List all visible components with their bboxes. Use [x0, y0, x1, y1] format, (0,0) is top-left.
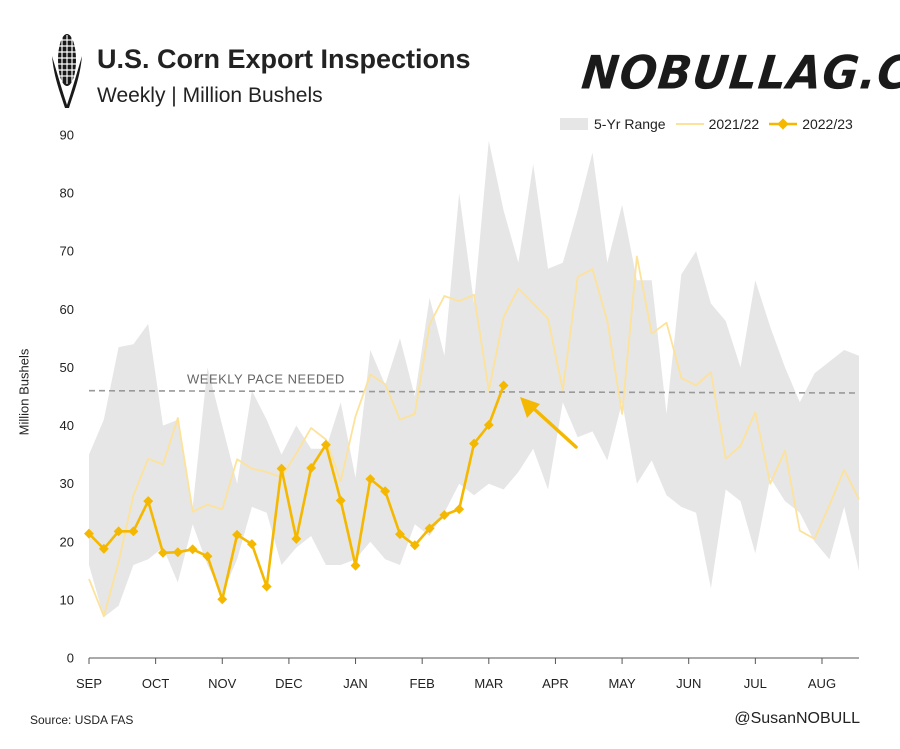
x-tick-label: FEB: [410, 676, 435, 691]
legend-label-range: 5-Yr Range: [594, 116, 666, 132]
author-handle: @SusanNOBULL: [734, 710, 860, 727]
point-2022-23: [261, 581, 272, 592]
x-tick-label: NOV: [208, 676, 237, 691]
legend-item-2021-22: 2021/22: [675, 116, 760, 132]
point-2022-23: [276, 463, 287, 474]
legend-label-2022-23: 2022/23: [802, 116, 853, 132]
point-2022-23: [365, 474, 376, 484]
y-tick-label: 80: [60, 186, 74, 201]
x-tick-label: APR: [542, 676, 569, 691]
range-band: [89, 140, 859, 618]
y-tick-label: 20: [60, 534, 74, 549]
x-tick-label: SEP: [76, 676, 102, 691]
y-tick-label: 70: [60, 244, 74, 259]
point-2022-23: [113, 526, 124, 537]
y-axis-title-text: Million Bushels: [16, 348, 32, 436]
point-2022-23: [409, 540, 420, 551]
y-tick-label: 30: [60, 476, 74, 491]
x-tick-label: DEC: [275, 676, 302, 691]
annotation-arrow-head: [520, 397, 540, 418]
point-2022-23: [187, 544, 198, 555]
legend-item-2022-23: 2022/23: [769, 116, 853, 132]
x-tick-label: AUG: [808, 676, 836, 691]
weekly-pace-line: [88, 389, 860, 394]
y-tick-label: 90: [60, 128, 74, 143]
legend-swatch-range: [560, 118, 588, 130]
point-2022-23: [217, 594, 228, 605]
weekly-pace-label: WEEKLY PACE NEEDED: [187, 372, 345, 387]
y-tick-label: 10: [60, 592, 74, 607]
x-tick-label: MAR: [474, 676, 503, 691]
point-2022-23: [424, 523, 435, 534]
legend-swatch-2021-22: [675, 123, 704, 125]
y-tick-label: 40: [60, 418, 74, 433]
point-2022-23: [335, 495, 346, 506]
y-tick-label: 60: [60, 302, 74, 317]
y-tick-label: 50: [60, 360, 74, 375]
chart-subtitle: Weekly | Million Bushels: [97, 84, 323, 107]
legend-label-2021-22: 2021/22: [708, 116, 760, 132]
point-2022-23: [454, 504, 465, 515]
point-2022-23: [320, 439, 331, 450]
x-tick-label: JAN: [343, 676, 368, 691]
point-2022-23: [350, 560, 361, 571]
chart-title: U.S. Corn Export Inspections: [97, 44, 471, 74]
source-note: Source: USDA FAS: [30, 713, 134, 727]
annotation-arrow-shaft: [530, 405, 578, 449]
x-tick-label: JUN: [676, 676, 701, 691]
legend-item-range: 5-Yr Range: [560, 116, 666, 132]
x-tick-label: MAY: [608, 676, 636, 691]
point-2022-23: [232, 529, 243, 540]
chart-legend: 5-Yr Range 2021/22 2022/23: [560, 114, 863, 134]
corn-icon: [52, 34, 82, 108]
y-tick-label: 0: [67, 651, 74, 666]
point-2022-23: [380, 486, 391, 497]
series-line-2021-22: [88, 255, 860, 618]
point-2022-23: [306, 463, 317, 473]
point-2022-23: [246, 539, 257, 550]
x-tick-label: OCT: [142, 676, 170, 691]
x-tick-label: JUL: [744, 676, 767, 691]
legend-swatch-2022-23: [769, 118, 798, 130]
point-2022-23: [158, 547, 168, 558]
point-2022-23: [483, 420, 494, 430]
